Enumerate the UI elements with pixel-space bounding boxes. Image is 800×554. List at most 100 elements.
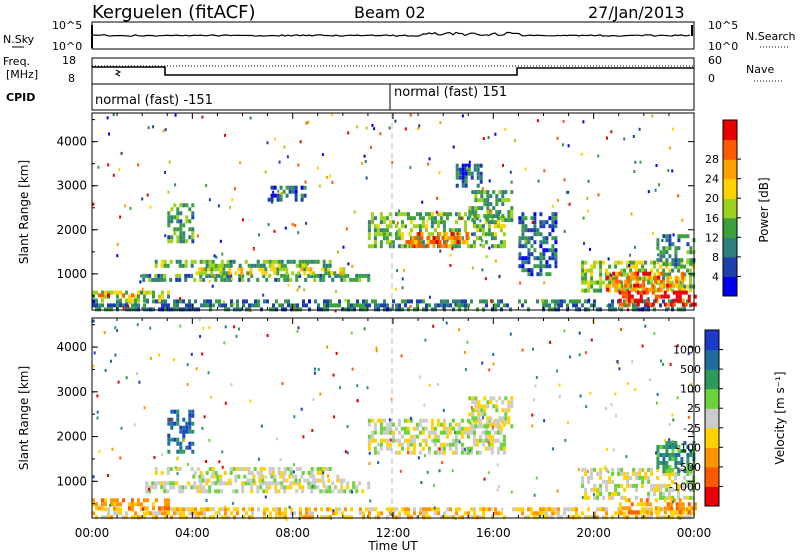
echo-cell [677,483,681,488]
echo-cell [415,422,419,427]
echo-cell [160,263,164,268]
echo-cell [338,299,341,304]
echo-cell [645,498,649,503]
echo-cell [365,299,368,304]
echo-cell [367,481,371,486]
echo-cell [442,212,446,217]
echo-cell [629,475,633,480]
echo-cell [675,279,679,284]
echo-cell [689,453,693,457]
echo-cell [485,303,488,308]
echo-cell [316,485,320,490]
echo-cell [355,489,359,494]
echo-cell [201,271,205,276]
echo-speck [347,131,350,135]
echo-cell [464,511,467,516]
echo-cell [671,280,675,285]
echo-cell [234,271,238,276]
echo-speck [483,477,486,481]
echo-speck [432,324,435,328]
echo-cell [648,502,652,507]
echo-cell [154,273,158,278]
echo-cell [252,478,256,483]
echo-cell [125,515,128,520]
echo-speck [502,163,504,167]
echo-cell [471,396,475,401]
echo-cell [651,283,655,288]
echo-cell [470,171,474,176]
echo-cell [182,231,186,236]
time-tick-label: 00:00 [75,526,110,540]
echo-speck [396,221,399,225]
echo-cell [219,267,223,272]
echo-cell [421,438,425,443]
echo-cell [590,284,594,289]
echo-cell [474,206,478,211]
echo-cell [545,299,548,304]
echo-cell [487,232,491,237]
echo-speck [687,415,690,419]
echo-cell [268,273,272,278]
echo-cell [468,420,472,425]
echo-cell [662,491,666,496]
echo-cell [475,438,479,443]
echo-speck [534,384,537,388]
echo-speck [292,470,295,474]
echo-cell [684,290,688,295]
echo-cell [614,487,618,492]
echo-speck [119,215,122,219]
echo-cell [110,515,113,520]
echo-cell [275,507,278,512]
echo-cell [489,202,493,207]
echo-cell [256,489,260,494]
echo-cell [653,264,657,269]
echo-cell [647,515,650,520]
echo-cell [449,507,452,512]
echo-cell [627,275,631,280]
echo-speck [589,247,591,251]
echo-speck [97,165,100,169]
echo-cell [656,483,660,488]
echo-cell [296,307,299,312]
echo-cell [107,303,110,308]
echo-cell [176,437,180,442]
echo-speck [681,218,684,222]
echo-cell [246,271,250,276]
echo-cell [645,298,649,303]
echo-cell [446,303,449,308]
echo-cell [116,303,119,308]
echo-cell [382,236,386,241]
echo-cell [347,515,350,520]
echo-cell [220,259,224,264]
echo-cell [651,302,655,307]
echo-cell [524,216,528,221]
echo-cell [264,267,268,272]
echo-cell [662,469,666,473]
echo-cell [211,467,215,471]
echo-cell [599,507,602,512]
echo-cell [301,485,305,490]
echo-cell [317,307,320,312]
echo-speck [356,125,359,129]
echo-cell [499,442,503,447]
echo-cell [581,483,585,488]
echo-cell [596,280,600,285]
echo-cell [122,293,125,298]
echo-cell [663,498,667,503]
echo-cell [672,290,676,295]
echo-cell [674,475,678,480]
echo-cell [486,404,490,409]
echo-cell [262,273,266,278]
echo-cell [322,277,326,282]
echo-cell [501,400,505,405]
echo-cell [296,303,299,308]
echo-cell [367,485,371,490]
echo-cell [202,485,206,490]
echo-cell [474,190,478,195]
echo-cell [475,216,479,221]
echo-cell [199,471,203,475]
echo-cell [258,267,262,272]
echo-cell [265,277,269,282]
echo-cell [499,224,503,229]
echo-speck [364,160,367,163]
